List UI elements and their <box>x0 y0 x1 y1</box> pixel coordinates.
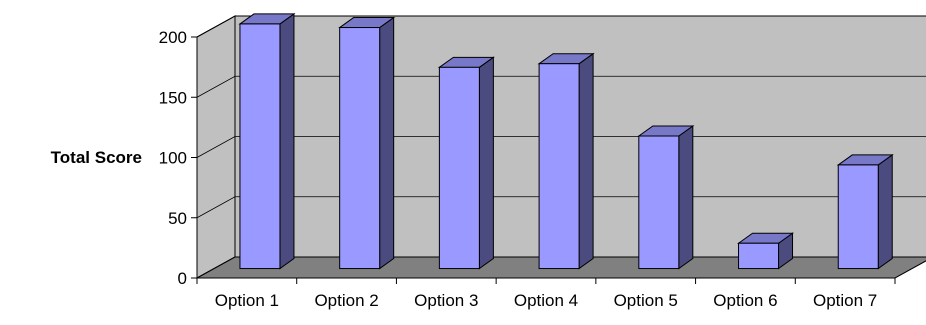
x-tick-label: Option 5 <box>614 291 678 310</box>
bar <box>438 66 480 270</box>
x-tick-label: Option 1 <box>215 291 279 310</box>
bar <box>738 242 780 270</box>
y-tick-label: 50 <box>168 209 187 228</box>
y-tick-label: 0 <box>178 269 187 288</box>
bar-side <box>379 16 395 270</box>
x-tick-label: Option 4 <box>514 291 578 310</box>
x-tick-label: Option 7 <box>813 291 877 310</box>
x-tick-label: Option 2 <box>314 291 378 310</box>
bar-side <box>478 56 494 270</box>
bar-side <box>678 125 694 270</box>
x-tick-label: Option 6 <box>713 291 777 310</box>
bar <box>339 27 381 270</box>
bar-side <box>578 52 594 270</box>
x-tick-label: Option 3 <box>414 291 478 310</box>
gridline <box>196 196 926 219</box>
bar-side <box>279 12 295 270</box>
y-tick-label: 150 <box>159 88 187 107</box>
bar <box>538 63 580 270</box>
bar-side <box>877 153 893 270</box>
y-tick-label: 200 <box>159 28 187 47</box>
y-axis-label: Total Score <box>50 148 142 167</box>
gridline <box>196 75 926 98</box>
gridline <box>196 15 926 38</box>
bar <box>638 135 680 270</box>
y-tick-label: 100 <box>159 149 187 168</box>
gridline <box>196 136 926 158</box>
bar <box>239 23 281 270</box>
bar <box>837 164 879 270</box>
